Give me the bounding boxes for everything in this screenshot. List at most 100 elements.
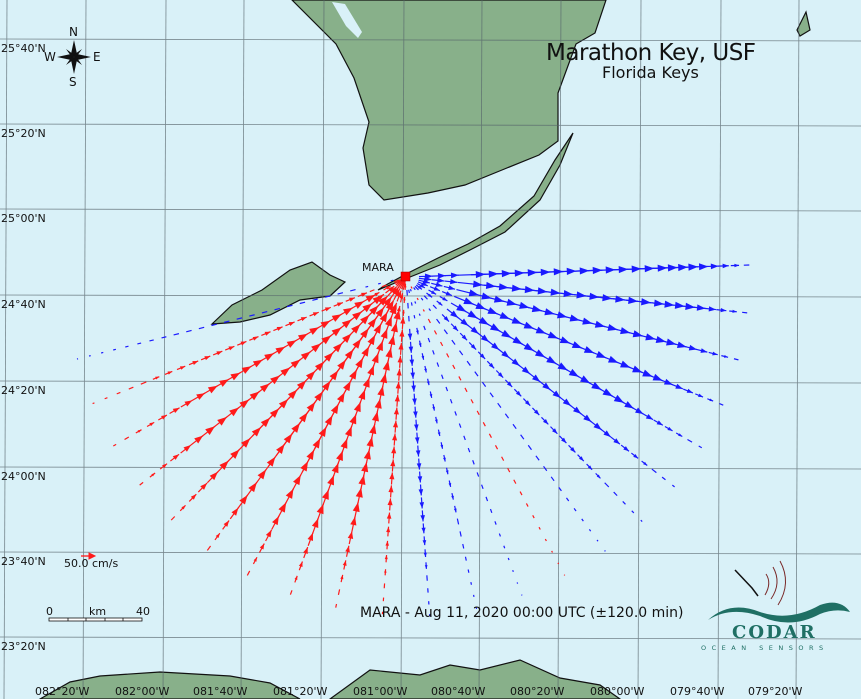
radial-vector [426,292,433,298]
radial-vector [446,308,459,319]
radial-vector [557,562,560,565]
radial-vector [481,295,505,303]
radial-vector [384,555,388,563]
radial-vector [559,435,567,444]
radial-vector [369,289,375,293]
radial-vector [265,529,273,542]
radial-vector [200,425,216,438]
longitude-label: 082°20'W [35,685,90,698]
radial-vector [458,423,462,428]
radial-vector [486,360,495,369]
radial-vector [415,284,423,290]
radial-vector [458,376,462,381]
radial-vector [463,435,466,441]
radial-vector [596,539,599,542]
radial-vectors [76,263,750,617]
radial-vector [456,518,460,525]
compass-w: W [44,50,56,64]
radial-vector [528,372,541,383]
radial-vector [620,444,630,452]
radial-vector [158,414,168,421]
radial-vector [630,406,644,415]
radial-vector [170,453,180,462]
longitude-label: 079°40'W [670,685,725,698]
compass-rose-icon [57,40,91,74]
radial-vector [410,302,413,306]
radial-vector [249,336,259,341]
radial-vector [125,345,129,348]
longitude-label: 080°40'W [431,685,486,698]
radial-vector [443,285,456,291]
radial-vector [590,420,603,431]
radial-vector [236,317,243,320]
radial-vector [403,296,406,303]
radial-vector [170,516,176,521]
radial-vector [237,340,247,346]
radial-vector [557,314,580,322]
radial-vector [223,320,230,323]
radial-vector [149,339,154,342]
radial-vector [417,471,423,483]
radial-vector [717,263,729,269]
radial-vector [393,407,399,420]
radial-vector [417,281,428,287]
radial-vector [381,284,387,288]
radial-vector [604,482,610,488]
radial-vector [298,561,304,571]
upper-keys [377,132,574,291]
radial-vector [477,351,486,360]
radial-vector [742,311,748,314]
radial-vector [568,444,576,453]
map-title: Marathon Key, USF [546,40,756,66]
radial-vector [721,354,729,358]
site-marker[interactable] [400,271,411,282]
longitude-line [320,0,325,699]
longitude-label: 079°20'W [748,685,803,698]
radial-vector [631,452,639,459]
radial-vector [474,371,479,377]
radial-vector [180,399,193,408]
radial-vector [429,391,433,399]
radial-vector [188,360,199,366]
latitude-label: 23°40'N [1,555,46,568]
radial-vector [385,540,389,550]
radial-vector [538,380,551,391]
longitude-line [82,0,87,699]
longitude-line [717,0,722,699]
radial-vector [294,575,298,583]
radial-vector [494,298,517,306]
radial-vector [445,386,449,392]
longitude-label: 081°20'W [273,685,328,698]
radial-vector [467,447,471,453]
radial-vector [413,287,416,291]
radial-vector [522,398,531,407]
timestamp-label: MARA - Aug 11, 2020 00:00 UTC (±120.0 mi… [360,605,684,621]
latitude-label: 24°20'N [1,384,46,397]
radial-vector [467,569,470,573]
radial-vector [112,443,117,447]
radial-vector [440,341,444,347]
radial-vector [495,370,504,379]
radial-vector [531,407,540,416]
radial-vector [456,316,469,327]
radial-vector [303,546,309,559]
radial-vector [390,459,396,472]
radial-vector [365,285,369,288]
radial-vector [139,481,144,486]
radial-vector [392,420,399,433]
radial-vector [388,485,394,498]
radial-vector [441,313,450,322]
compass-s: S [69,75,77,89]
radial-vector [352,502,360,519]
radial-vector [212,350,223,356]
longitude-label: 080°00'W [590,685,645,698]
compass-n: N [69,25,78,39]
radial-vector [569,404,582,415]
radial-vector [437,429,441,437]
radial-vector [448,480,452,488]
radial-vector [397,355,403,368]
radial-vector [277,502,287,519]
radial-vector [451,493,454,500]
scale-bar [48,617,143,622]
radial-vector [261,311,268,314]
